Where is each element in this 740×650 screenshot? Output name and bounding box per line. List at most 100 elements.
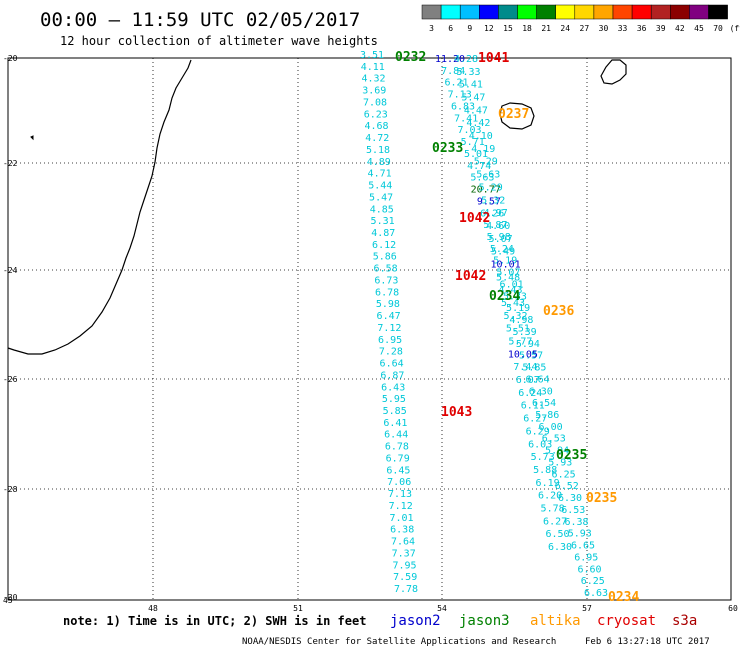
wave-height-label: 6.52 [555,481,579,492]
wave-height-label: 6.26 [480,208,504,219]
wave-height-label: 5.98 [376,299,400,310]
wave-height-label: 7.37 [392,548,416,559]
satellite-label-altika: altika [530,613,581,629]
colorbar-label: 21 [541,24,551,33]
wave-height-label: 6.63 [584,588,608,599]
color-swatch [479,4,499,20]
wave-height-label: 7.78 [394,584,418,595]
color-swatch [708,4,728,20]
map-subtitle: 12 hour collection of altimeter wave hei… [60,34,378,48]
color-swatch [421,4,442,20]
color-swatch [593,4,614,20]
wave-height-label: 4.74 [467,161,491,172]
wave-height-label: 7.12 [389,501,413,512]
wave-height-label: 6.95 [378,335,402,346]
wave-height-label: 6.60 [577,564,601,575]
pass-label: 0235 [586,491,617,506]
wave-height-label: 5.31 [371,216,395,227]
wave-height-label: 6.53 [561,505,585,516]
wave-height-label: 5.39 [513,327,537,338]
x-tick-label: 48 [148,604,158,613]
color-swatch [517,4,537,20]
y-tick-label: -30 [3,593,18,602]
wave-height-label: 6.27 [523,414,547,425]
pass-time-labels: 0232 104102370233104210420234023610430235… [395,50,639,605]
wave-height-label: 6.78 [375,287,399,298]
satellite-label-cryosat: cryosat [597,613,656,629]
y-tick-label: -20 [3,54,18,63]
wave-height-label: 5.98 [487,232,511,243]
wave-height-label: 10.05 [508,349,538,360]
pass-label: 1042 [459,211,490,226]
wave-height-label: 6.21 [444,78,468,89]
wave-height-label: 5.94 [516,339,540,350]
satellite-label-s3a: s3a [672,613,697,629]
wave-height-label: 5.63 [470,173,494,184]
wave-height-label: 5.93 [568,529,592,540]
wave-height-label: 7.44 [513,362,537,373]
wave-height-label: 5.73 [531,452,555,463]
color-swatch [612,4,633,20]
wave-height-label: 5.93 [548,458,572,469]
colorbar-label: 30 [599,24,609,33]
wave-height-label: 6.30 [558,493,582,504]
x-tick-label: 60 [728,604,738,613]
wave-height-label: 6.64 [380,359,404,370]
wave-height-label: 5.71 [461,137,485,148]
wave-height-label: 5.95 [382,394,406,405]
madagascar-coastline [7,59,192,355]
wave-height-label: 6.43 [381,382,405,393]
wave-height-label: 6.47 [377,311,401,322]
wave-height-label: 5.88 [533,465,557,476]
y-tick-label: -26 [3,375,18,384]
wave-height-label: 6.38 [390,525,414,536]
mauritius-island-outline [600,59,627,85]
colorbar-label: 27 [580,24,590,33]
wave-height-label: 3.69 [362,86,386,97]
wave-height-label: 20.77 [471,185,501,196]
y-tick-label: -28 [3,485,18,494]
wave-height-label: 6.29 [526,426,550,437]
wave-height-label: 6.78 [385,442,409,453]
wave-height-label: 6.44 [384,430,408,441]
wave-height-label: 4.10 [469,131,493,142]
wave-height-label: 5.29 [479,182,503,193]
plot-frame [7,57,732,601]
colorbar-label: 36 [637,24,647,33]
credit-line: NOAA/NESDIS Center for Satellite Applica… [242,637,556,647]
map-title: 00:00 – 11:59 UTC 02/05/2017 [40,9,360,31]
color-swatch [650,4,671,20]
wave-height-label: 6.19 [536,478,560,489]
wave-height-label: 7.03 [457,125,481,136]
wave-height-label: 4.85 [370,204,394,215]
wave-height-label: 6.50 [545,529,569,540]
wave-height-label: 7.28 [379,347,403,358]
colorbar-label: 6 [448,24,453,33]
wave-height-label: 6.03 [528,439,552,450]
wave-height-label: 9.57 [477,196,501,207]
wave-height-label: 5.77 [508,337,532,348]
color-swatch [498,4,518,20]
wave-height-label: 6.58 [374,264,398,275]
wave-height-label: 6.30 [529,386,553,397]
pass-label: 0235 [556,448,587,463]
wave-height-label: 4.28 [454,54,478,65]
wave-height-label: 5.78 [541,504,565,515]
wave-height-label: 4.97 [484,208,508,219]
reunion-island-outline [499,102,535,130]
wave-height-label: 5.48 [496,272,520,283]
wave-height-label: 6.12 [372,240,396,251]
wave-height-label: 5.18 [366,145,390,156]
footer-note: note: 1) Time is in UTC; 2) SWH is in fe… [63,614,366,628]
wave-height-label: 5.63 [476,170,500,181]
x-tick-label: 57 [582,604,592,613]
pass-label: 0236 [543,304,574,319]
x-tick-label: 45 [3,596,13,605]
wave-height-label: 6.53 [542,434,566,445]
wave-height-label: 6.64 [526,374,550,385]
wave-height-label: 4.98 [509,315,533,326]
axis-tick-labels: 45 48 51 54 57 60 -20 -22 -24 -26 -28 -3… [3,54,738,613]
wave-height-label: 6.54 [532,398,556,409]
